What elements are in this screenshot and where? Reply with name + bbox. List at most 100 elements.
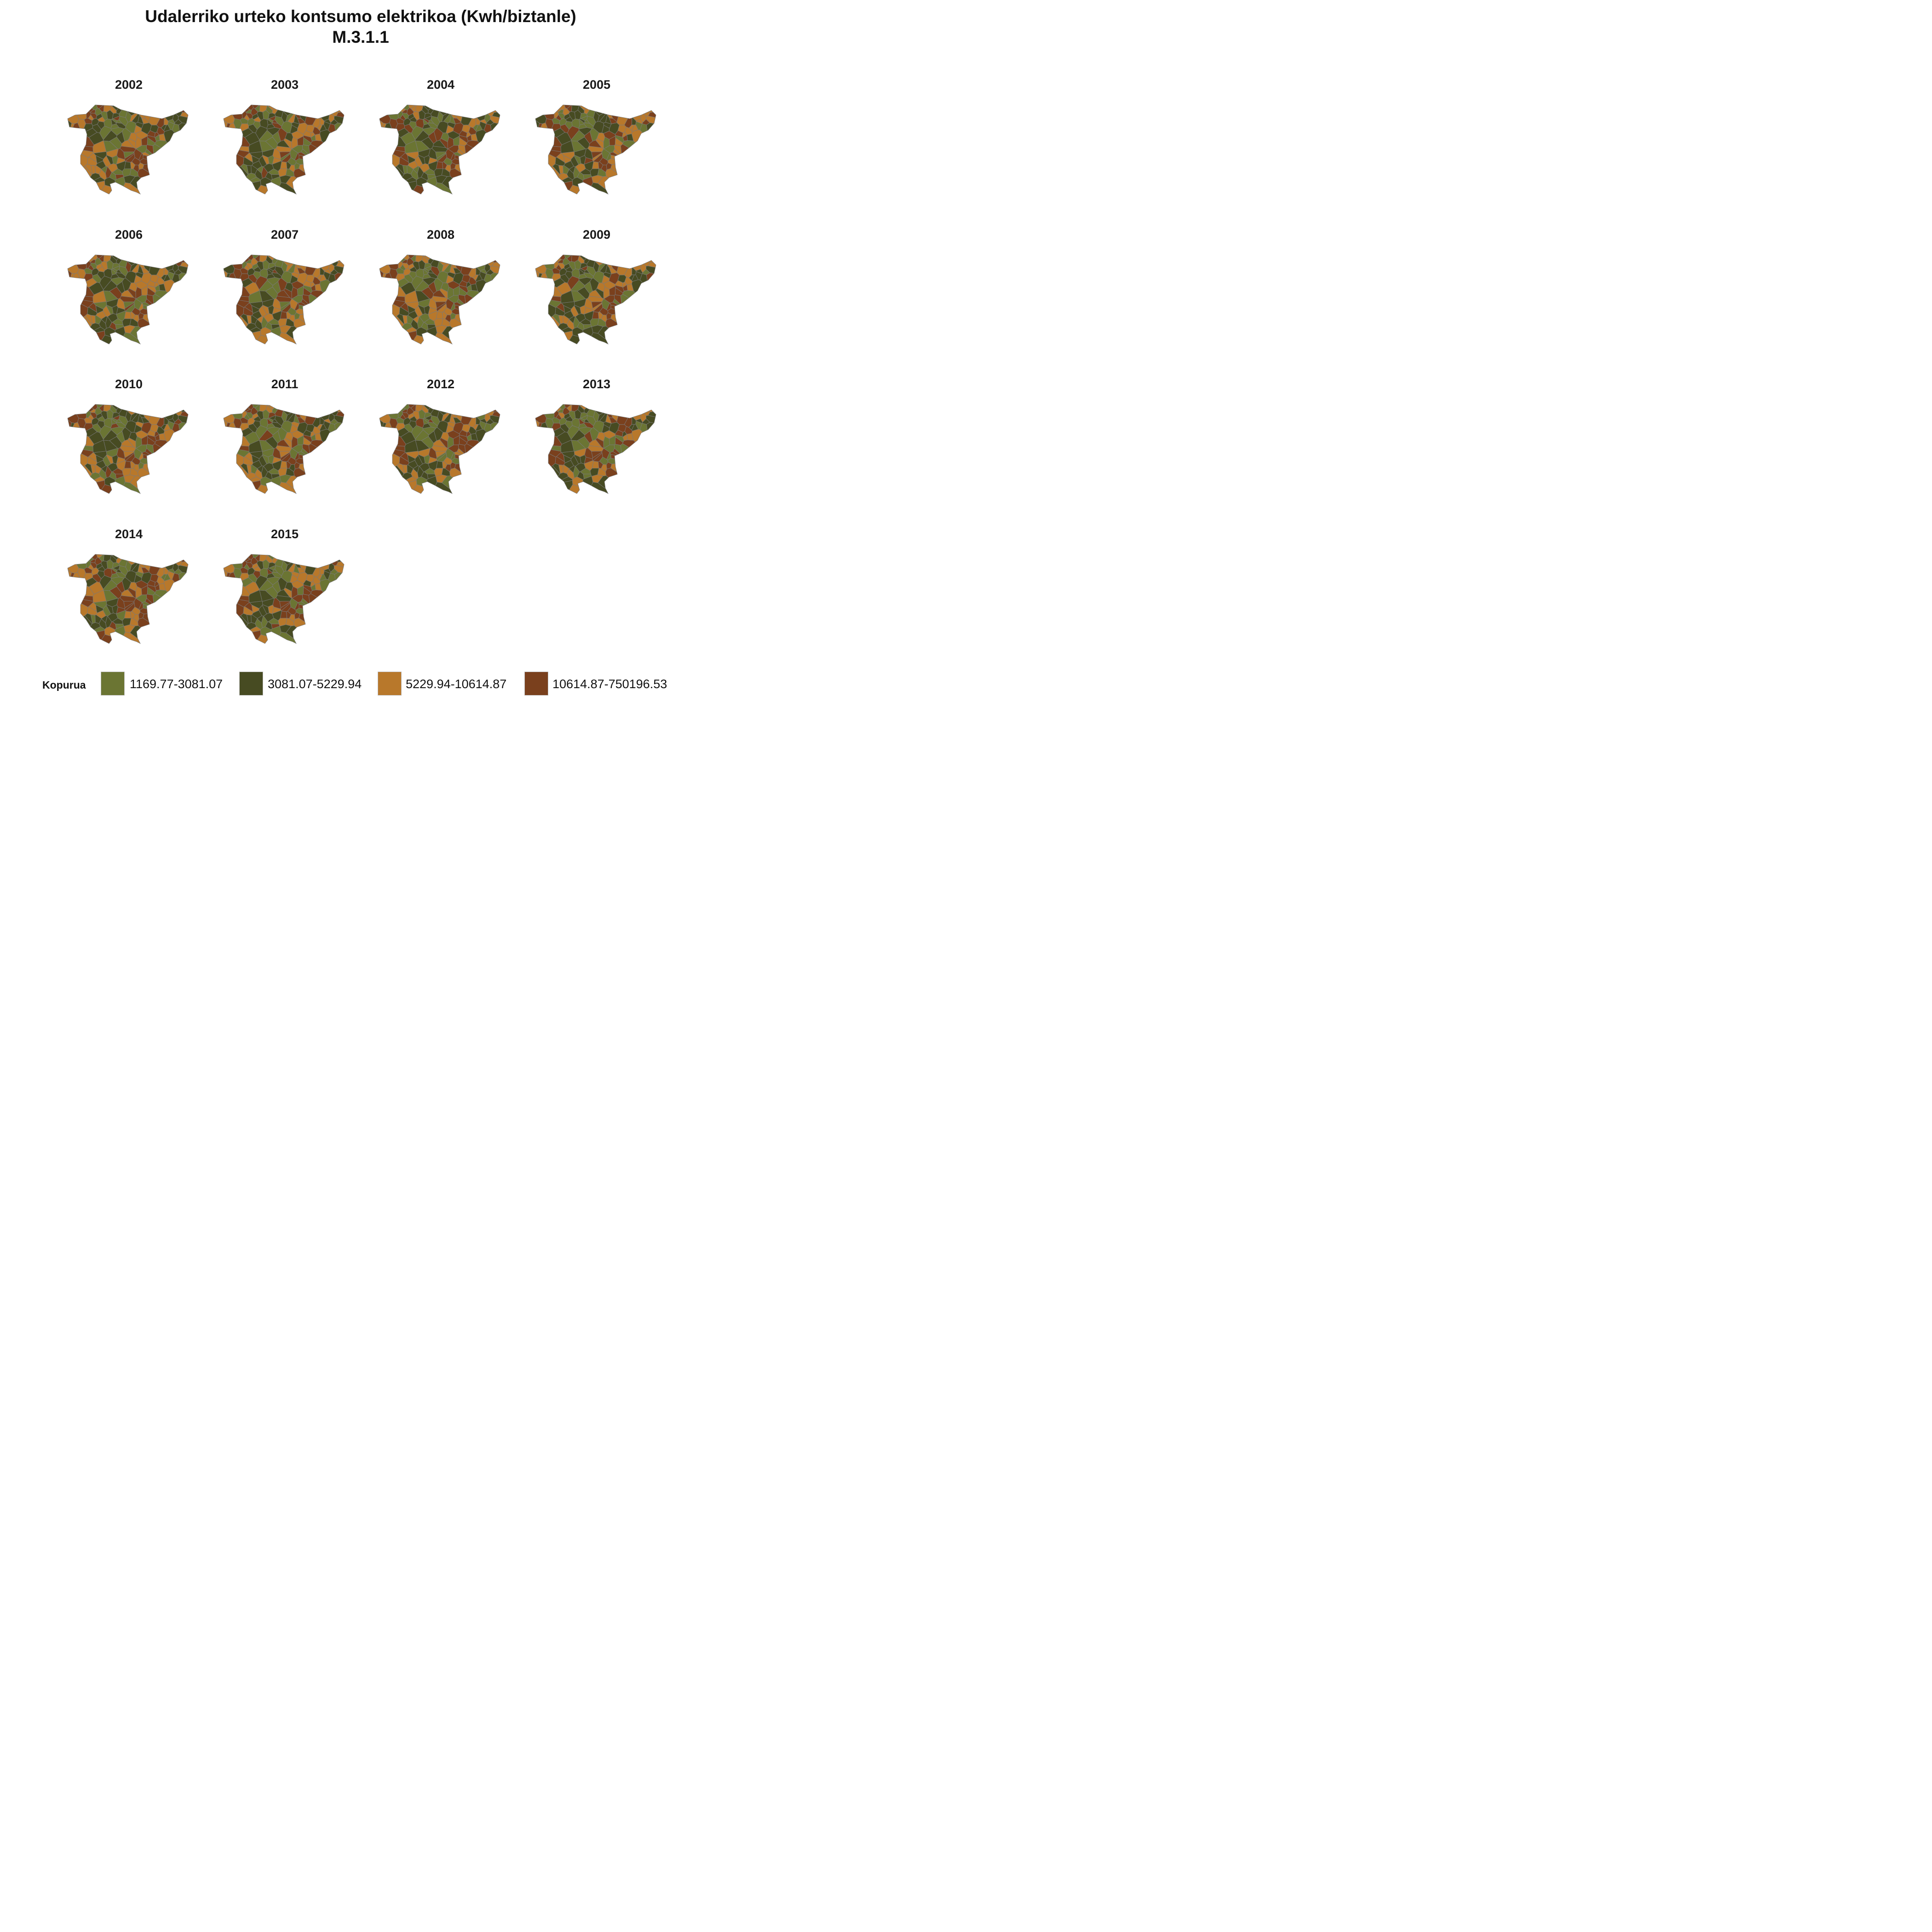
municipality: [88, 407, 94, 412]
municipality: [404, 290, 419, 304]
municipality: [106, 299, 119, 308]
municipality: [236, 154, 244, 167]
municipality: [594, 111, 604, 116]
municipality: [143, 463, 150, 472]
municipality: [648, 112, 656, 118]
municipality: [121, 577, 132, 591]
municipality: [592, 452, 603, 461]
municipality: [436, 302, 447, 312]
map-panel-2007: 2007: [223, 228, 345, 345]
municipality: [603, 430, 616, 439]
municipality: [126, 560, 136, 565]
map-panel-2011: 2011: [223, 377, 345, 494]
municipality: [442, 326, 453, 339]
municipality: [130, 176, 141, 190]
municipality: [416, 177, 427, 187]
municipality: [252, 310, 262, 320]
municipality: [571, 404, 580, 412]
municipality: [103, 404, 112, 412]
map-panel-2005: 2005: [535, 78, 656, 195]
municipality: [88, 258, 94, 263]
municipality: [248, 140, 263, 154]
municipality: [415, 418, 424, 428]
panel-year-label: 2011: [271, 377, 299, 391]
municipality: [92, 440, 107, 453]
municipality: [548, 304, 556, 317]
municipality: [434, 468, 443, 477]
legend-label-3: 5229.94-10614.87: [406, 677, 507, 691]
municipality: [392, 154, 400, 167]
municipality: [571, 255, 580, 263]
municipality: [275, 409, 283, 418]
municipality: [447, 430, 460, 439]
municipality: [283, 587, 292, 599]
municipality: [310, 282, 316, 288]
municipality: [594, 261, 604, 266]
municipality: [490, 265, 500, 274]
municipality: [259, 105, 268, 113]
municipality: [310, 581, 316, 587]
map-panel-2008: 2008: [379, 228, 500, 345]
municipality: [167, 121, 175, 131]
municipality: [88, 557, 94, 562]
map-panel-2015: 2015: [223, 527, 345, 644]
municipality: [609, 122, 620, 135]
municipality: [589, 127, 599, 142]
municipality: [289, 315, 295, 323]
municipality: [92, 140, 107, 154]
municipality: [433, 427, 443, 441]
municipality: [418, 448, 431, 457]
municipality: [280, 602, 291, 611]
municipality: [135, 131, 148, 140]
municipality: [154, 431, 160, 437]
municipality: [121, 427, 132, 441]
municipality: [492, 262, 500, 268]
municipality: [282, 111, 292, 116]
municipality: [135, 580, 148, 589]
municipality: [180, 561, 189, 567]
municipality: [477, 264, 486, 271]
municipality: [240, 314, 249, 325]
municipality: [282, 261, 292, 266]
municipality: [336, 411, 345, 417]
municipality: [601, 165, 607, 173]
municipality: [395, 423, 405, 431]
municipality: [248, 440, 263, 453]
municipality: [622, 282, 627, 288]
panel-year-label: 2004: [427, 78, 454, 92]
municipality: [252, 161, 262, 170]
municipality: [477, 414, 486, 421]
municipality: [127, 288, 136, 299]
municipality: [236, 304, 244, 317]
municipality: [632, 414, 642, 421]
municipality: [454, 164, 461, 173]
municipality: [133, 614, 139, 622]
municipality: [408, 161, 418, 170]
municipality: [595, 288, 604, 299]
municipality: [299, 463, 305, 472]
municipality: [564, 310, 574, 320]
municipality: [122, 168, 132, 177]
municipality: [334, 415, 344, 423]
municipality: [646, 115, 656, 124]
legend-key-2: [239, 672, 263, 696]
municipality: [418, 149, 431, 158]
legend-key-4: [524, 672, 548, 696]
municipality: [259, 268, 268, 279]
municipality: [310, 431, 316, 437]
municipality: [260, 476, 271, 487]
municipality: [552, 463, 561, 474]
municipality: [548, 453, 556, 467]
municipality: [103, 105, 112, 113]
municipality: [259, 404, 268, 412]
municipality: [564, 460, 574, 469]
municipality: [260, 177, 271, 187]
municipality: [551, 273, 561, 282]
municipality: [590, 318, 599, 327]
map-panel-2004: 2004: [379, 78, 500, 195]
municipality: [392, 304, 400, 317]
municipality: [589, 277, 599, 292]
municipality: [104, 268, 112, 279]
municipality: [564, 161, 574, 170]
municipality: [592, 302, 603, 312]
